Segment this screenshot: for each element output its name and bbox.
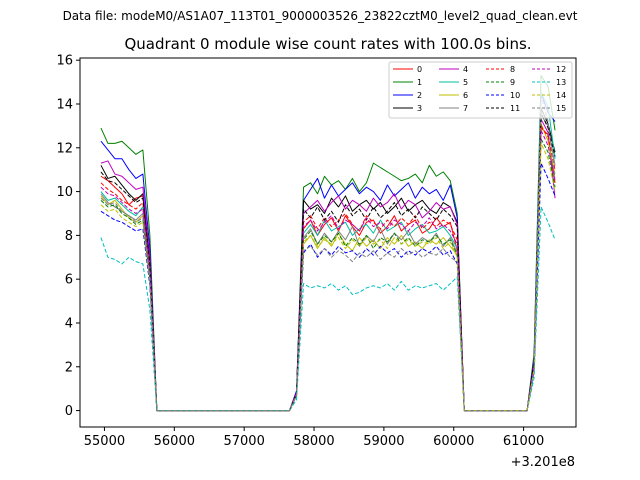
legend-label-10: 10 <box>510 91 520 100</box>
y-axis: 0 2 4 6 8 10 12 14 16 <box>56 54 80 419</box>
chart-title: Quadrant 0 module wise count rates with … <box>124 35 531 53</box>
y-tick-label: 16 <box>56 54 73 69</box>
legend-label-9: 9 <box>510 78 515 87</box>
x-tick-label: 59000 <box>363 434 404 449</box>
y-tick-label: 14 <box>56 97 73 112</box>
series-layer <box>100 75 556 412</box>
legend-label-8: 8 <box>510 65 515 74</box>
legend-label-6: 6 <box>463 91 468 100</box>
legend-box <box>388 61 573 119</box>
series-line-13 <box>100 206 556 412</box>
legend-label-3: 3 <box>417 104 422 113</box>
plot-frame <box>79 57 577 428</box>
figure-suptitle: Data file: modeM0/AS1A07_113T01_90000035… <box>63 9 578 23</box>
legend-label-5: 5 <box>463 78 468 87</box>
x-tick-label: 61000 <box>503 434 544 449</box>
y-tick-label: 0 <box>65 404 73 419</box>
legend-label-15: 15 <box>556 104 566 113</box>
x-tick-label: 57000 <box>223 434 264 449</box>
legend-label-1: 1 <box>417 78 422 87</box>
y-tick-label: 4 <box>65 316 73 331</box>
legend-label-14: 14 <box>556 91 566 100</box>
y-tick-label: 6 <box>65 273 73 288</box>
y-tick-label: 2 <box>65 360 73 375</box>
x-axis: 55000 56000 57000 58000 59000 60000 61000 <box>84 427 544 449</box>
series-line-11 <box>100 112 556 412</box>
y-tick-label: 8 <box>65 229 73 244</box>
x-tick-label: 56000 <box>154 434 195 449</box>
legend-label-2: 2 <box>417 91 422 100</box>
y-tick-label: 10 <box>56 185 73 200</box>
x-tick-label: 60000 <box>433 434 474 449</box>
legend-label-7: 7 <box>463 104 468 113</box>
y-tick-label: 12 <box>56 141 73 156</box>
legend-label-13: 13 <box>556 78 566 87</box>
x-offset-label: +3.201e8 <box>511 455 575 470</box>
legend-label-0: 0 <box>417 65 422 74</box>
x-tick-label: 55000 <box>84 434 125 449</box>
series-line-15 <box>100 94 556 412</box>
legend-label-11: 11 <box>510 104 520 113</box>
x-tick-label: 58000 <box>293 434 334 449</box>
legend-label-4: 4 <box>463 65 468 74</box>
legend-label-12: 12 <box>556 65 566 74</box>
